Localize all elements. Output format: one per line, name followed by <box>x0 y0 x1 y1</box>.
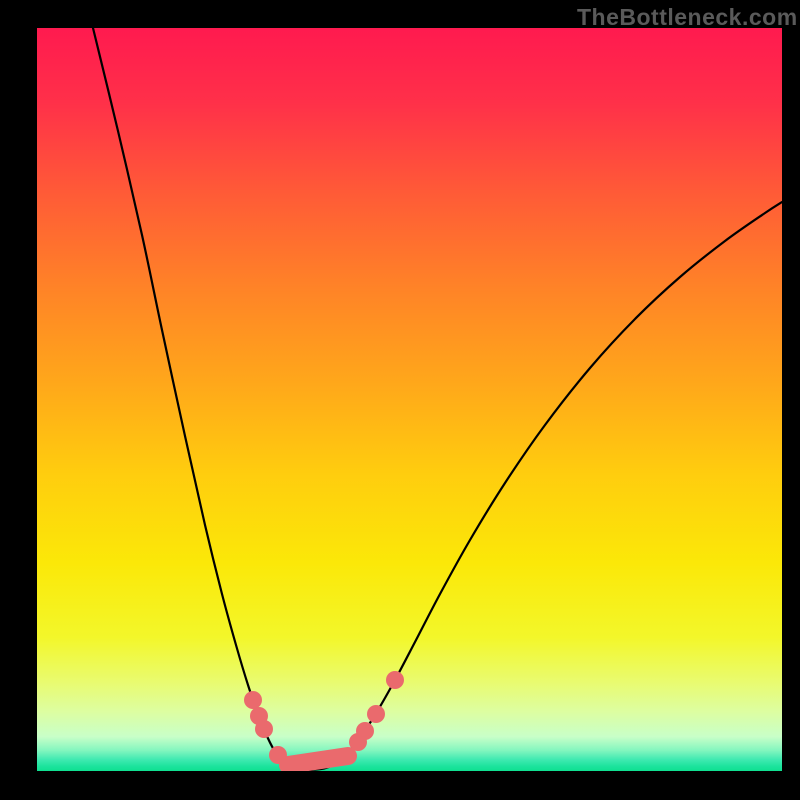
data-marker <box>367 705 385 723</box>
data-marker <box>356 722 374 740</box>
watermark-text: TheBottleneck.com <box>577 4 798 31</box>
bottleneck-chart <box>0 0 800 800</box>
data-marker <box>386 671 404 689</box>
data-marker <box>244 691 262 709</box>
data-marker <box>255 720 273 738</box>
data-marker-pill <box>288 756 348 765</box>
